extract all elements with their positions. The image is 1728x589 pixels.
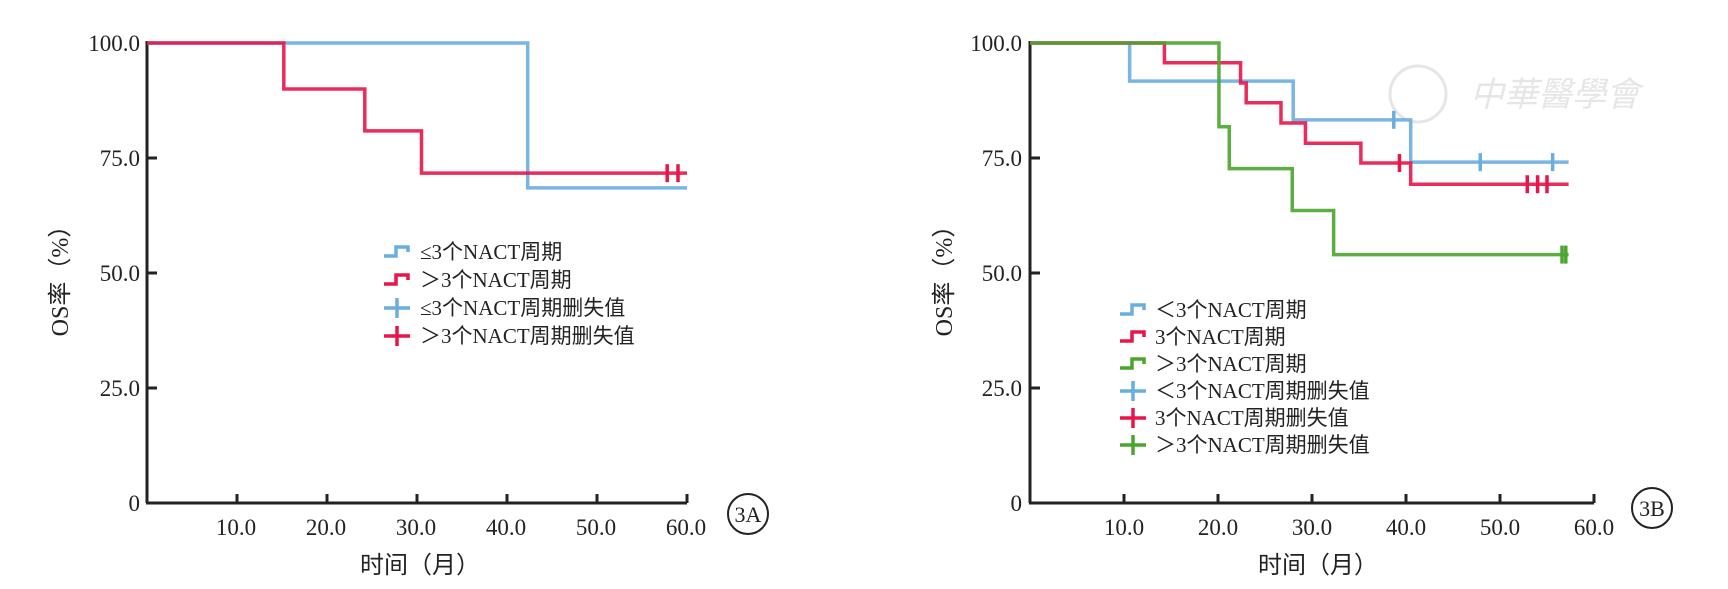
x-tick-label: 30.0 bbox=[1292, 515, 1332, 540]
y-tick-label: 0 bbox=[129, 491, 141, 516]
x-tick-label: 10.0 bbox=[1104, 515, 1144, 540]
legend-step-icon bbox=[1120, 357, 1146, 370]
legend-step-icon bbox=[384, 245, 410, 258]
legend-entry: ≤3个NACT周期删失值 bbox=[420, 296, 625, 320]
chart-3a: 100.0 75.0 50.0 25.0 0 10.0 20.0 30.0 40… bbox=[47, 31, 769, 579]
legend-entry: ＞3个NACT周期删失值 bbox=[1155, 433, 1370, 457]
panel-label-3a: 3A bbox=[727, 493, 769, 535]
x-tick-label: 20.0 bbox=[1198, 515, 1238, 540]
watermark-text: 中華醫學會 bbox=[1470, 77, 1645, 114]
x-tick-label: 30.0 bbox=[396, 515, 436, 540]
x-tick-label: 40.0 bbox=[1386, 515, 1426, 540]
legend-entry: ＞3个NACT周期删失值 bbox=[420, 324, 635, 348]
legend-step-icon bbox=[1120, 303, 1146, 316]
x-axis-label: 时间（月） bbox=[1258, 552, 1378, 579]
survival-curve bbox=[1030, 41, 1569, 164]
y-tick-label: 100.0 bbox=[88, 31, 140, 56]
chart-3b: 100.0 75.0 50.0 25.0 0 10.0 20.0 30.0 40… bbox=[931, 31, 1673, 579]
panel-label-text: 3B bbox=[1639, 496, 1665, 521]
legend-entry: ＜3个NACT周期 bbox=[1155, 298, 1307, 322]
y-tick-label: 25.0 bbox=[100, 376, 140, 401]
legend-entry: ＞3个NACT周期 bbox=[420, 268, 572, 292]
y-tick-label: 50.0 bbox=[100, 261, 140, 286]
legend-censor-icon bbox=[384, 298, 410, 318]
y-tick-label: 75.0 bbox=[100, 146, 140, 171]
legend-censor-icon bbox=[1120, 381, 1146, 401]
x-tick-label: 60.0 bbox=[666, 515, 706, 540]
survival-curve bbox=[1030, 41, 1569, 186]
legend-step-icon bbox=[1120, 330, 1146, 343]
legend: ≤3个NACT周期 ＞3个NACT周期 ≤3个NACT周期删失值 ＞3个NACT… bbox=[420, 240, 635, 348]
y-axis-label: OS率（%） bbox=[47, 214, 74, 337]
legend-entry: 3个NACT周期删失值 bbox=[1155, 406, 1349, 430]
legend-entry: 3个NACT周期 bbox=[1155, 325, 1286, 349]
y-axis-label: OS率（%） bbox=[931, 214, 958, 337]
legend-censor-icon bbox=[1120, 435, 1146, 455]
legend-entry: ＜3个NACT周期删失值 bbox=[1155, 379, 1370, 403]
x-tick-label: 60.0 bbox=[1574, 515, 1614, 540]
y-tick-label: 100.0 bbox=[970, 31, 1022, 56]
x-tick-label: 50.0 bbox=[576, 515, 616, 540]
x-tick-label: 50.0 bbox=[1480, 515, 1520, 540]
x-axis-label: 时间（月） bbox=[360, 552, 480, 579]
x-tick-label: 10.0 bbox=[216, 515, 256, 540]
survival-curve bbox=[147, 41, 687, 175]
panel-label-3b: 3B bbox=[1631, 487, 1673, 529]
legend-censor-icon bbox=[1120, 408, 1146, 428]
panel-label-text: 3A bbox=[735, 502, 762, 527]
x-tick-label: 40.0 bbox=[486, 515, 526, 540]
legend-step-icon bbox=[384, 273, 410, 286]
survival-curve bbox=[147, 41, 687, 190]
legend-entry: ≤3个NACT周期 bbox=[420, 240, 562, 264]
watermark: 中華醫學會 bbox=[1388, 64, 1645, 124]
legend: ＜3个NACT周期 3个NACT周期 ＞3个NACT周期 ＜3个NACT周期删失… bbox=[1155, 298, 1370, 457]
y-tick-label: 75.0 bbox=[982, 146, 1022, 171]
x-tick-label: 20.0 bbox=[306, 515, 346, 540]
legend-entry: ＞3个NACT周期 bbox=[1155, 352, 1307, 376]
y-tick-label: 50.0 bbox=[982, 261, 1022, 286]
y-tick-label: 0 bbox=[1011, 491, 1023, 516]
survival-curve bbox=[1030, 41, 1569, 257]
legend-censor-icon bbox=[384, 326, 410, 346]
watermark-seal-icon bbox=[1388, 64, 1448, 124]
y-tick-label: 25.0 bbox=[982, 376, 1022, 401]
